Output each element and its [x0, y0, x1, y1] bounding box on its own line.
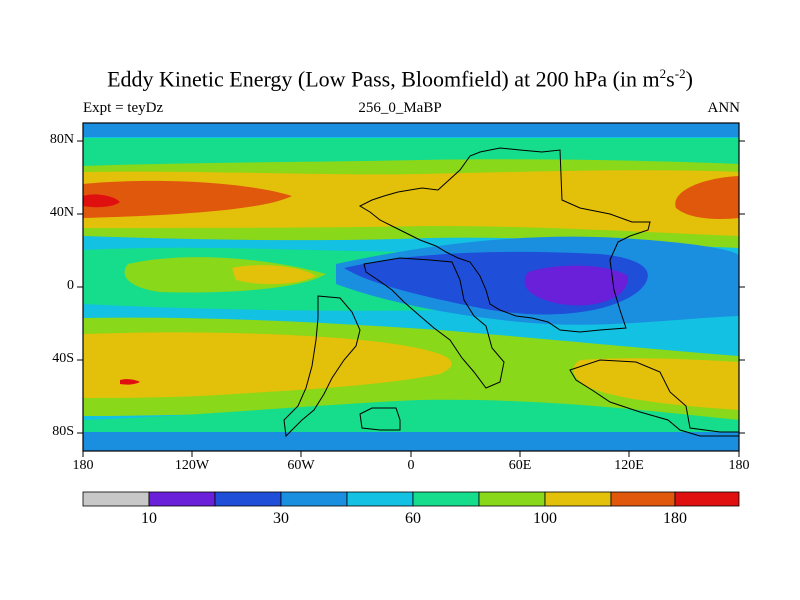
red-speck-south [120, 379, 140, 385]
colorbar-label-100: 100 [533, 510, 557, 527]
lon-label-180w: 180 [72, 458, 94, 473]
lat-label-40n: 40N [49, 205, 74, 220]
lon-label-180e: 180 [728, 458, 750, 473]
colorbar-label-60: 60 [405, 510, 421, 527]
title-mid: s [666, 66, 675, 92]
colorbar-swatch-2 [214, 491, 282, 507]
lat-label-eq: 0 [67, 278, 74, 293]
figure-title: Eddy Kinetic Energy (Low Pass, Bloomfiel… [0, 66, 800, 92]
colorbar-swatch-8 [610, 491, 676, 507]
colorbar-label-10: 10 [141, 510, 157, 527]
lat-label-80n: 80N [49, 132, 74, 147]
colorbar-swatch-9 [674, 491, 740, 507]
lat-label-40s: 40S [52, 351, 74, 366]
south-america-outline [283, 295, 361, 438]
colorbar-label-30: 30 [273, 510, 289, 527]
orange-jet-west [83, 180, 292, 218]
title-sup1: 2 [659, 66, 667, 81]
subtitle-right: ANN [707, 100, 741, 116]
lon-label-0: 0 [407, 458, 415, 473]
south-green-band [83, 399, 739, 432]
lon-label-120w: 120W [174, 458, 210, 473]
north-yellow-band [83, 170, 739, 236]
contour-field [83, 123, 739, 451]
lat-label-80s: 80S [52, 424, 74, 439]
small-island-outline [359, 407, 401, 431]
colorbar-swatch-3 [280, 491, 348, 507]
subtitle-left: Expt = teyDz [83, 100, 164, 116]
orange-jet-east [675, 176, 739, 219]
red-core-west [83, 194, 120, 208]
title-main: Eddy Kinetic Energy (Low Pass, Bloomfiel… [107, 66, 660, 92]
lon-label-60w: 60W [287, 458, 315, 473]
title-end: ) [685, 66, 693, 92]
south-polar-band [83, 430, 739, 451]
purple-core [524, 265, 629, 306]
colorbar [82, 491, 740, 507]
subtitle-center: 256_0_MaBP [358, 100, 442, 116]
axis-ticks [77, 140, 745, 457]
africa-outline [363, 257, 505, 389]
colorbar-swatch-5 [412, 491, 480, 507]
colorbar-swatch-7 [544, 491, 612, 507]
lon-label-60e: 60E [508, 458, 532, 473]
south-yellow-west [83, 332, 452, 398]
yellow-blob-pacific [232, 265, 316, 285]
colorbar-swatch-1 [148, 491, 216, 507]
colorbar-swatch-4 [346, 491, 414, 507]
lon-label-120e: 120E [614, 458, 644, 473]
title-sup2: -2 [674, 66, 686, 81]
colorbar-swatch-6 [478, 491, 546, 507]
north-polar-band [83, 123, 739, 137]
south-yellow-east [573, 358, 739, 410]
colorbar-label-180: 180 [663, 510, 687, 527]
colorbar-swatch-0 [82, 491, 150, 507]
eurasia-outline [358, 147, 651, 333]
